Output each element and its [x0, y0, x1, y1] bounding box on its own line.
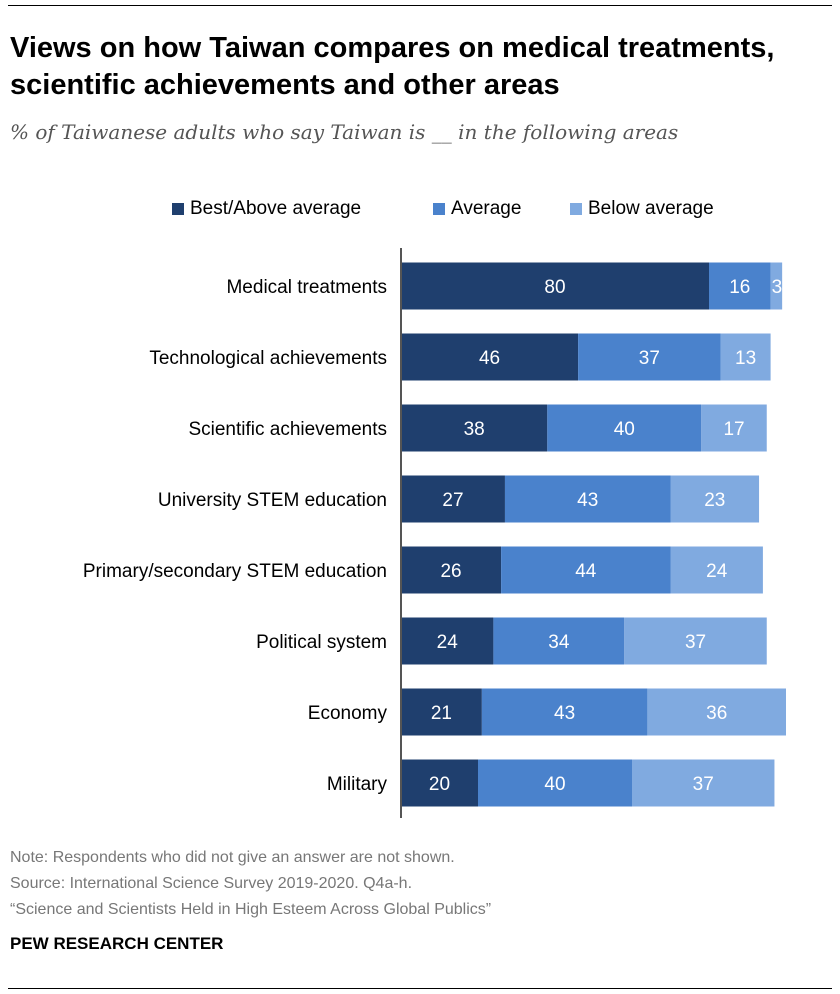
bar-segment — [670, 475, 760, 523]
bar-segment — [478, 759, 632, 807]
bar-segment — [709, 262, 771, 310]
data-label: 26 — [440, 561, 461, 582]
legend-label-best: Best/Above average — [190, 198, 362, 219]
bar-segment — [401, 262, 709, 310]
bar-segment — [632, 759, 775, 807]
bottom-rule — [8, 988, 832, 989]
legend-swatch-below — [570, 203, 582, 215]
bar-segment — [720, 333, 771, 381]
data-label: 46 — [479, 348, 500, 369]
bar-segment — [501, 546, 671, 594]
data-label: 38 — [464, 419, 485, 440]
category-label: Political system — [256, 632, 387, 653]
data-label: 37 — [685, 632, 706, 653]
data-label: 17 — [723, 419, 744, 440]
top-rule — [8, 5, 832, 6]
bar-segment — [401, 546, 502, 594]
bar-segment — [578, 333, 721, 381]
bar-segment — [401, 333, 579, 381]
category-label: University STEM education — [158, 490, 387, 511]
data-label: 13 — [735, 348, 756, 369]
legend-item-below: Below average — [570, 198, 714, 220]
brand-logo-text: PEW RESEARCH CENTER — [10, 934, 224, 953]
data-label: 34 — [548, 632, 570, 653]
bar-segment — [624, 617, 767, 665]
data-label: 24 — [437, 632, 459, 653]
bar-segment — [481, 688, 648, 736]
report-title-text: “Science and Scientists Held in High Est… — [10, 901, 492, 918]
data-label: 40 — [614, 419, 635, 440]
note-text: Note: Respondents who did not give an an… — [10, 849, 455, 866]
chart-title: Views on how Taiwan compares on medical … — [10, 32, 775, 101]
bar-segment — [701, 404, 767, 452]
bar-segment — [401, 404, 548, 452]
data-label: 37 — [693, 774, 714, 795]
legend-swatch-best — [172, 203, 184, 215]
data-label: 16 — [729, 277, 750, 298]
legend-item-average: Average — [433, 198, 521, 220]
notes: Note: Respondents who did not give an an… — [10, 845, 491, 923]
category-label: Scientific achievements — [188, 419, 387, 440]
category-label: Primary/secondary STEM education — [83, 561, 387, 582]
bar-segment — [401, 688, 482, 736]
data-label: 21 — [431, 703, 452, 724]
data-label: 40 — [544, 774, 565, 795]
chart-subtitle: % of Taiwanese adults who say Taiwan is … — [10, 120, 679, 144]
data-label: 43 — [554, 703, 575, 724]
data-label: 20 — [429, 774, 450, 795]
legend-label-below: Below average — [588, 198, 714, 219]
bar-segment — [770, 262, 783, 310]
legend-label-average: Average — [451, 198, 522, 219]
bar-segment — [401, 759, 478, 807]
data-label: 37 — [639, 348, 660, 369]
category-label: Medical treatments — [226, 277, 387, 298]
legend-item-best: Best/Above average — [172, 198, 361, 220]
data-label: 44 — [575, 561, 597, 582]
bar-segment — [670, 546, 763, 594]
data-label: 36 — [706, 703, 727, 724]
data-label: 23 — [704, 490, 725, 511]
data-label: 80 — [544, 277, 565, 298]
data-label: 24 — [706, 561, 728, 582]
source-text: Source: International Science Survey 201… — [10, 875, 413, 892]
bar-segment — [547, 404, 702, 452]
data-label: 27 — [442, 490, 463, 511]
category-label: Economy — [308, 703, 388, 724]
data-label: 3 — [772, 277, 783, 298]
category-label: Technological achievements — [149, 348, 387, 369]
bar-segment — [401, 617, 494, 665]
bar-segment — [401, 475, 505, 523]
bar-segment — [504, 475, 671, 523]
bar-segment — [493, 617, 625, 665]
category-label: Military — [327, 774, 388, 795]
bar-segment — [647, 688, 786, 736]
data-label: 43 — [577, 490, 598, 511]
legend-swatch-average — [433, 203, 445, 215]
